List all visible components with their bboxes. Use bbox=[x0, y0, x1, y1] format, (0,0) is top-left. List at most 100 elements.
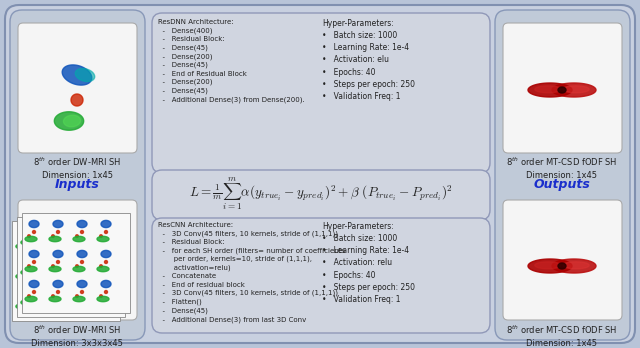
Polygon shape bbox=[558, 263, 566, 269]
FancyBboxPatch shape bbox=[495, 10, 630, 340]
Polygon shape bbox=[76, 295, 78, 298]
Text: Outputs: Outputs bbox=[534, 178, 591, 191]
Text: Inputs: Inputs bbox=[54, 178, 99, 191]
Polygon shape bbox=[81, 261, 83, 263]
Polygon shape bbox=[97, 266, 109, 272]
Polygon shape bbox=[19, 290, 29, 296]
Polygon shape bbox=[69, 300, 80, 305]
Polygon shape bbox=[73, 296, 85, 302]
Polygon shape bbox=[77, 251, 87, 258]
Polygon shape bbox=[101, 251, 111, 258]
Polygon shape bbox=[67, 290, 77, 296]
Polygon shape bbox=[97, 226, 106, 232]
Polygon shape bbox=[19, 260, 29, 266]
Polygon shape bbox=[54, 112, 84, 130]
Polygon shape bbox=[71, 94, 83, 106]
Polygon shape bbox=[62, 65, 92, 85]
Polygon shape bbox=[21, 270, 32, 275]
Polygon shape bbox=[28, 295, 30, 298]
Text: Hyper-Parameters:
•   Batch size: 1000
•   Learning Rate: 1e-4
•   Activation: e: Hyper-Parameters: • Batch size: 1000 • L… bbox=[322, 19, 415, 101]
Polygon shape bbox=[558, 87, 566, 93]
Polygon shape bbox=[104, 291, 108, 293]
Polygon shape bbox=[93, 270, 104, 275]
Polygon shape bbox=[97, 236, 109, 242]
Polygon shape bbox=[21, 240, 32, 245]
Polygon shape bbox=[63, 115, 81, 127]
Polygon shape bbox=[95, 299, 97, 301]
Polygon shape bbox=[49, 266, 61, 272]
FancyBboxPatch shape bbox=[18, 200, 137, 320]
Polygon shape bbox=[100, 265, 102, 268]
Polygon shape bbox=[67, 260, 77, 266]
Polygon shape bbox=[77, 220, 87, 228]
Polygon shape bbox=[76, 265, 78, 268]
Polygon shape bbox=[563, 86, 589, 93]
Polygon shape bbox=[28, 235, 30, 237]
Polygon shape bbox=[101, 220, 111, 228]
Polygon shape bbox=[528, 83, 572, 97]
Polygon shape bbox=[81, 230, 83, 234]
Polygon shape bbox=[21, 300, 32, 305]
Polygon shape bbox=[45, 270, 56, 275]
Polygon shape bbox=[40, 244, 51, 249]
Polygon shape bbox=[47, 239, 49, 242]
Polygon shape bbox=[29, 280, 39, 287]
Polygon shape bbox=[67, 230, 77, 236]
Polygon shape bbox=[77, 280, 87, 287]
FancyBboxPatch shape bbox=[18, 23, 137, 153]
Polygon shape bbox=[64, 274, 75, 279]
Polygon shape bbox=[53, 251, 63, 258]
Polygon shape bbox=[563, 262, 589, 269]
Polygon shape bbox=[93, 300, 104, 305]
Polygon shape bbox=[44, 230, 52, 236]
Text: ResCNN Architecture:
  -   3D Conv(45 filters, 10 kernels, stride of (1,1,1))
  : ResCNN Architecture: - 3D Conv(45 filter… bbox=[158, 222, 345, 323]
FancyBboxPatch shape bbox=[5, 5, 635, 343]
FancyBboxPatch shape bbox=[152, 218, 490, 333]
Polygon shape bbox=[104, 230, 108, 234]
Polygon shape bbox=[72, 256, 81, 262]
Polygon shape bbox=[44, 290, 52, 296]
Polygon shape bbox=[76, 235, 78, 237]
Polygon shape bbox=[72, 226, 81, 232]
Polygon shape bbox=[47, 269, 49, 271]
Polygon shape bbox=[47, 299, 49, 301]
Polygon shape bbox=[22, 299, 26, 301]
Polygon shape bbox=[56, 261, 60, 263]
Polygon shape bbox=[25, 236, 37, 242]
Polygon shape bbox=[33, 230, 35, 234]
Polygon shape bbox=[76, 69, 95, 81]
Polygon shape bbox=[16, 244, 27, 249]
Polygon shape bbox=[44, 260, 52, 266]
Polygon shape bbox=[40, 274, 51, 279]
Polygon shape bbox=[535, 86, 561, 93]
Polygon shape bbox=[95, 269, 97, 271]
Polygon shape bbox=[97, 296, 109, 302]
Polygon shape bbox=[93, 240, 104, 245]
Polygon shape bbox=[45, 300, 56, 305]
Text: $L = \frac{1}{m}\sum_{i=1}^{m}\alpha(y_{true_i} - y_{pred_i})^2 + \beta\ (P_{tru: $L = \frac{1}{m}\sum_{i=1}^{m}\alpha(y_{… bbox=[189, 176, 453, 212]
FancyBboxPatch shape bbox=[10, 10, 145, 340]
Polygon shape bbox=[70, 269, 74, 271]
Polygon shape bbox=[56, 230, 60, 234]
Polygon shape bbox=[73, 236, 85, 242]
Polygon shape bbox=[64, 244, 75, 249]
Polygon shape bbox=[22, 269, 26, 271]
Polygon shape bbox=[24, 226, 33, 232]
Polygon shape bbox=[81, 291, 83, 293]
Polygon shape bbox=[73, 266, 85, 272]
Polygon shape bbox=[100, 235, 102, 237]
Polygon shape bbox=[97, 256, 106, 262]
Polygon shape bbox=[33, 291, 35, 293]
Polygon shape bbox=[49, 226, 58, 232]
Polygon shape bbox=[92, 290, 100, 296]
Polygon shape bbox=[45, 240, 56, 245]
Text: 8$^{th}$ order DW-MRI SH
Dimension: 3x3x3x45: 8$^{th}$ order DW-MRI SH Dimension: 3x3x… bbox=[31, 324, 123, 348]
FancyBboxPatch shape bbox=[12, 221, 120, 321]
Polygon shape bbox=[70, 299, 74, 301]
Polygon shape bbox=[53, 280, 63, 287]
Polygon shape bbox=[95, 239, 97, 242]
Polygon shape bbox=[552, 259, 596, 273]
Polygon shape bbox=[28, 265, 30, 268]
Text: 8$^{th}$ order MT-CSD fODF SH
Dimension: 1x45: 8$^{th}$ order MT-CSD fODF SH Dimension:… bbox=[506, 156, 618, 180]
Text: Hyper-Parameters:
•   Batch size: 1000
•   Learning Rate: 1e-4
•   Activation: r: Hyper-Parameters: • Batch size: 1000 • L… bbox=[322, 222, 415, 304]
